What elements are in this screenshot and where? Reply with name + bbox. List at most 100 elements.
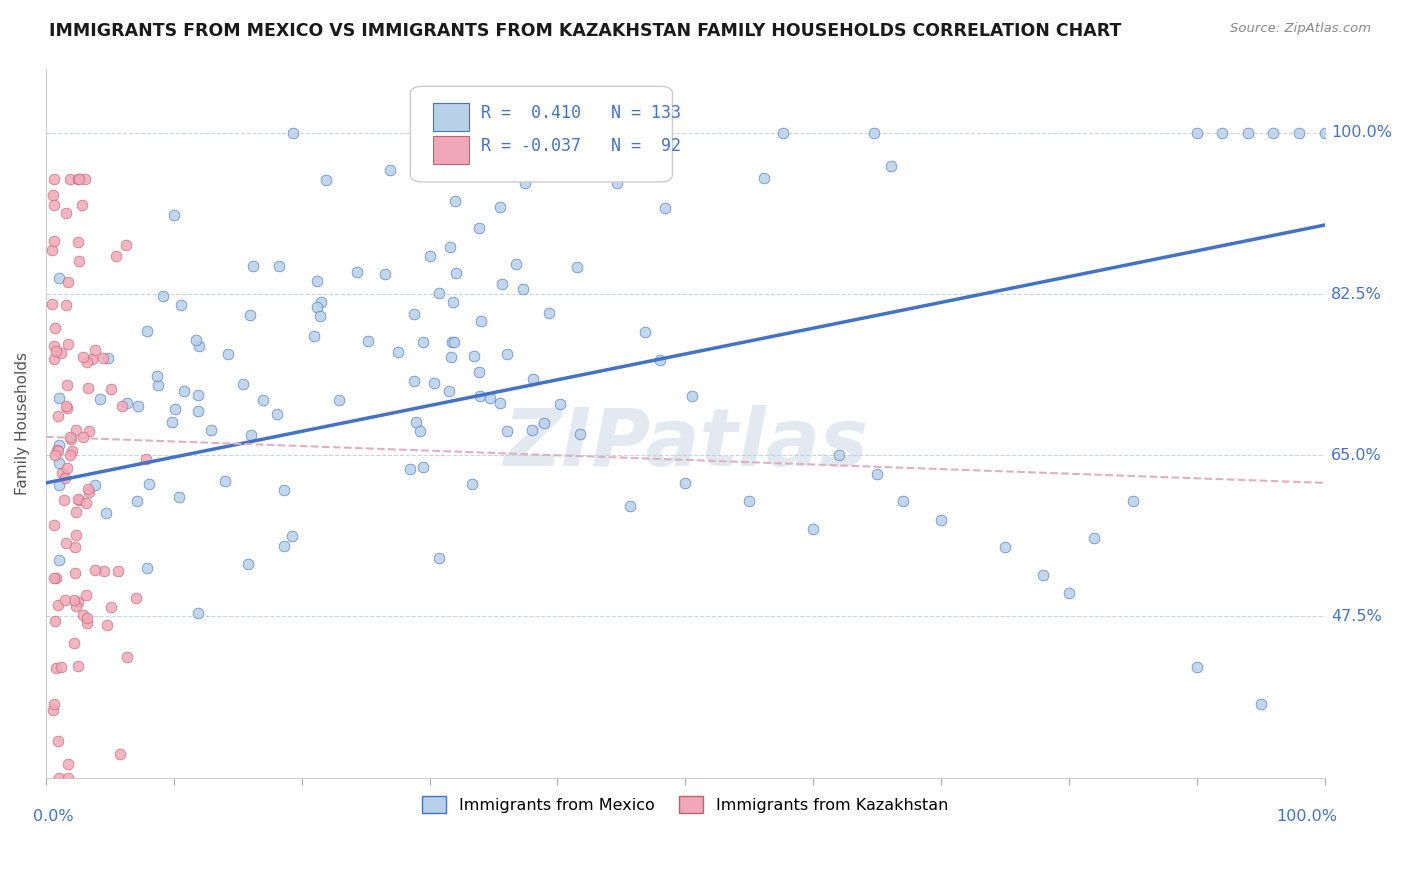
Point	[93, 565, 115, 579]
Point	[828, 448, 851, 462]
Point	[266, 407, 288, 421]
Point	[444, 266, 467, 280]
Point	[152, 289, 174, 303]
Legend: Immigrants from Mexico, Immigrants from Kazakhstan: Immigrants from Mexico, Immigrants from …	[416, 789, 955, 819]
Point	[117, 396, 139, 410]
Point	[48, 438, 70, 452]
Point	[444, 194, 467, 208]
Point	[441, 334, 464, 349]
Point	[404, 307, 426, 321]
Point	[496, 424, 519, 438]
Point	[42, 339, 65, 353]
Point	[46, 442, 69, 457]
Point	[56, 757, 79, 772]
Point	[399, 462, 422, 476]
Point	[45, 661, 67, 675]
Point	[470, 314, 492, 328]
Point	[495, 347, 517, 361]
Point	[929, 513, 952, 527]
Point	[46, 409, 69, 424]
Point	[42, 188, 65, 202]
Point	[239, 308, 262, 322]
Point	[146, 378, 169, 392]
Point	[801, 522, 824, 536]
Point	[111, 399, 134, 413]
Point	[42, 351, 65, 366]
Point	[304, 329, 326, 343]
Point	[56, 401, 79, 416]
Point	[56, 377, 79, 392]
Point	[1250, 697, 1272, 711]
Point	[489, 201, 512, 215]
Point	[94, 506, 117, 520]
Point	[478, 392, 501, 406]
Point	[42, 234, 65, 248]
Point	[67, 492, 90, 507]
Point	[200, 423, 222, 437]
Point	[45, 344, 67, 359]
Point	[135, 451, 157, 466]
Point	[650, 353, 672, 368]
Point	[84, 477, 107, 491]
Point	[1185, 660, 1208, 674]
Point	[63, 541, 86, 555]
Point	[1057, 586, 1080, 600]
Point	[49, 660, 72, 674]
Point	[67, 254, 90, 268]
Point	[443, 335, 465, 350]
Point	[73, 172, 96, 186]
Text: 100.0%: 100.0%	[1331, 126, 1392, 140]
Point	[72, 608, 94, 623]
Point	[67, 172, 90, 186]
Point	[427, 550, 450, 565]
Point	[315, 173, 337, 187]
Point	[236, 558, 259, 572]
Point	[84, 563, 107, 577]
Point	[328, 393, 350, 408]
Point	[752, 171, 775, 186]
Point	[104, 248, 127, 262]
Point	[100, 599, 122, 614]
Point	[55, 298, 77, 312]
Point	[463, 349, 485, 363]
Point	[346, 265, 368, 279]
Point	[170, 298, 193, 312]
Point	[45, 571, 67, 585]
Point	[187, 339, 209, 353]
Point	[307, 300, 329, 314]
Point	[567, 260, 589, 275]
Point	[72, 350, 94, 364]
Point	[51, 466, 73, 480]
Point	[772, 126, 794, 140]
Point	[41, 244, 63, 258]
Point	[440, 350, 463, 364]
Point	[44, 697, 66, 711]
Point	[42, 571, 65, 585]
Text: IMMIGRANTS FROM MEXICO VS IMMIGRANTS FROM KAZAKHSTAN FAMILY HOUSEHOLDS CORRELATI: IMMIGRANTS FROM MEXICO VS IMMIGRANTS FRO…	[49, 22, 1122, 40]
Point	[60, 432, 83, 446]
Point	[84, 343, 107, 357]
Point	[46, 443, 69, 458]
Point	[76, 381, 98, 395]
Point	[136, 324, 159, 338]
Point	[77, 482, 100, 496]
Point	[48, 391, 70, 405]
Point	[513, 177, 536, 191]
Point	[46, 598, 69, 612]
Point	[1185, 126, 1208, 140]
Point	[309, 310, 332, 324]
Text: ZIPatlas: ZIPatlas	[503, 405, 868, 483]
Point	[76, 615, 98, 630]
Point	[488, 396, 510, 410]
Point	[67, 235, 90, 249]
Point	[1263, 126, 1285, 140]
Point	[76, 610, 98, 624]
Point	[239, 428, 262, 442]
Point	[48, 478, 70, 492]
Point	[412, 459, 434, 474]
Point	[56, 771, 79, 785]
Point	[66, 658, 89, 673]
Point	[468, 389, 491, 403]
Point	[427, 286, 450, 301]
Point	[186, 334, 208, 348]
